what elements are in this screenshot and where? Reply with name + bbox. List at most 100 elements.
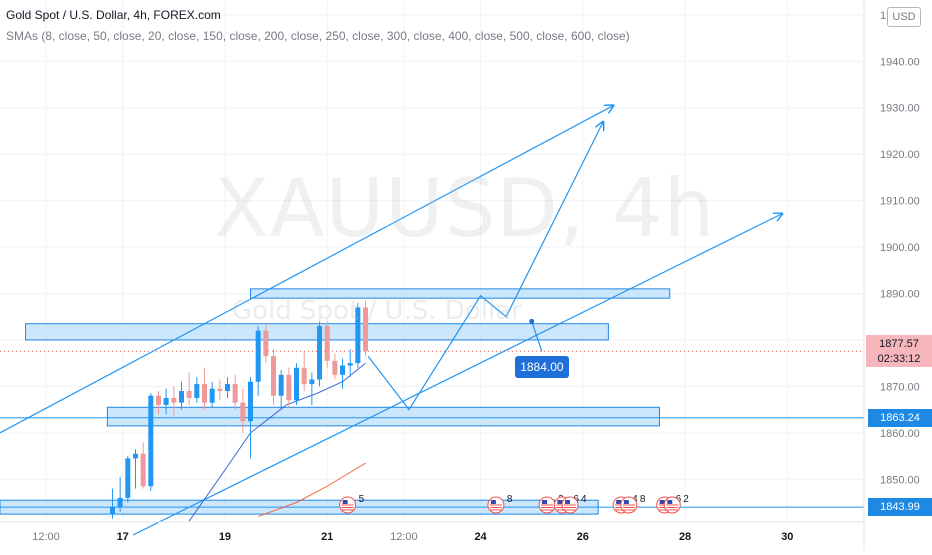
economic-event-badge[interactable]: 5 (339, 494, 365, 514)
trend-channel-line[interactable] (0, 105, 613, 434)
candle-body (317, 326, 323, 380)
projection-path[interactable] (531, 321, 543, 352)
support-resistance-zone[interactable] (106, 406, 661, 427)
candle[interactable] (286, 367, 292, 408)
economic-event-badge[interactable]: 4 (561, 494, 587, 514)
flag-canton (342, 500, 348, 504)
flag-canton (623, 500, 629, 504)
event-count: 8 (640, 494, 646, 505)
candle-body (255, 330, 261, 382)
candle[interactable] (163, 388, 169, 415)
candle-body (309, 379, 315, 385)
level-tag-lower: 1843.99 (868, 498, 932, 517)
candle[interactable] (171, 386, 177, 417)
current-price-tag: 1877.57 02:33:12 (866, 335, 932, 368)
candle-body (332, 360, 338, 375)
candle[interactable] (278, 370, 284, 410)
candle[interactable] (271, 349, 277, 405)
candle[interactable] (217, 379, 223, 401)
event-count: 5 (359, 494, 365, 505)
candle-body (271, 356, 277, 396)
candle[interactable] (186, 372, 192, 405)
x-tick-label: 28 (679, 531, 691, 543)
candle-body (347, 363, 353, 366)
y-tick-label: 1940.00 (880, 56, 920, 68)
candle[interactable] (355, 302, 361, 368)
candle[interactable] (263, 323, 269, 364)
candle-body (155, 395, 161, 405)
candle-countdown: 02:33:12 (877, 353, 921, 366)
candle[interactable] (132, 449, 138, 489)
candle-body (286, 374, 292, 401)
candle[interactable] (309, 372, 315, 405)
x-tick-label: 12:00 (32, 531, 60, 543)
flag-canton (557, 500, 563, 504)
flag-canton (565, 500, 571, 504)
candle[interactable] (109, 488, 115, 519)
flag-canton (542, 500, 548, 504)
candle-body (209, 388, 215, 403)
candle[interactable] (155, 391, 161, 415)
candle[interactable] (324, 321, 330, 368)
candle[interactable] (347, 349, 353, 378)
target-price-callout[interactable]: 1884.00 (514, 355, 569, 378)
level-tag-upper: 1863.24 (868, 408, 932, 427)
event-count: 4 (581, 494, 587, 505)
candle[interactable] (209, 381, 215, 408)
candle-body (363, 307, 369, 352)
y-tick-label: 1910.00 (880, 196, 920, 208)
support-resistance-zone[interactable] (25, 323, 609, 341)
candle[interactable] (225, 377, 231, 399)
y-tick-label: 1850.00 (880, 474, 920, 486)
candle[interactable] (248, 377, 254, 459)
candle-body (163, 398, 169, 405)
candle-body (217, 388, 223, 392)
candle-body (178, 391, 184, 403)
chart-title: Gold Spot / U.S. Dollar, 4h, FOREX.com (6, 8, 221, 22)
candle[interactable] (294, 363, 300, 405)
candle-body (109, 507, 115, 515)
economic-event-badge[interactable]: 8 (620, 494, 646, 514)
y-tick-label: 1930.00 (880, 103, 920, 115)
candle[interactable] (232, 374, 238, 410)
candle[interactable] (117, 476, 123, 512)
candle-body (117, 497, 123, 508)
candle[interactable] (194, 377, 200, 403)
candle[interactable] (201, 367, 207, 410)
event-count: 8 (507, 494, 513, 505)
candle-body (294, 367, 300, 401)
candle[interactable] (178, 381, 184, 410)
current-price-value: 1877.57 (879, 338, 919, 351)
x-tick-label: 19 (219, 531, 231, 543)
candle[interactable] (340, 358, 346, 389)
candle[interactable] (240, 388, 246, 433)
candle[interactable] (148, 393, 154, 491)
x-tick-label: 26 (577, 531, 589, 543)
economic-event-badge[interactable]: 8 (487, 494, 513, 514)
economic-event-badge[interactable]: 2 (663, 494, 689, 514)
candle[interactable] (332, 353, 338, 380)
sma-legend[interactable]: SMAs (8, close, 50, close, 20, close, 15… (6, 29, 630, 43)
candle[interactable] (317, 321, 323, 387)
candle-body (240, 402, 246, 422)
currency-badge[interactable]: USD (887, 7, 921, 27)
candle-body (232, 384, 238, 403)
x-tick-label: 17 (117, 531, 129, 543)
candle-body (125, 458, 131, 498)
flag-canton (667, 500, 673, 504)
candle-body (140, 453, 146, 487)
candle[interactable] (363, 300, 369, 357)
candle[interactable] (255, 326, 261, 396)
candle[interactable] (125, 456, 131, 503)
trend-channel-line[interactable] (132, 214, 782, 536)
candle-body (201, 384, 207, 403)
watermark-symbol: XAUUSD, 4h (214, 162, 716, 255)
projection-path[interactable] (367, 122, 603, 411)
candle[interactable] (301, 351, 307, 392)
candle[interactable] (140, 442, 146, 489)
support-resistance-zone[interactable] (250, 288, 671, 299)
x-tick-label: 21 (321, 531, 333, 543)
x-tick-label: 24 (474, 531, 487, 543)
